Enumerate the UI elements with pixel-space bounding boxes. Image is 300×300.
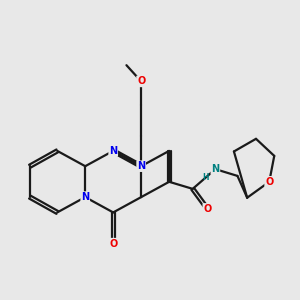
Text: H: H	[202, 173, 208, 182]
Text: N: N	[81, 192, 89, 202]
Text: N: N	[137, 161, 145, 171]
Text: O: O	[203, 204, 211, 214]
Text: O: O	[109, 238, 117, 249]
Text: N: N	[211, 164, 219, 174]
Text: O: O	[265, 177, 273, 187]
Text: N: N	[109, 146, 117, 156]
Text: O: O	[137, 76, 145, 86]
